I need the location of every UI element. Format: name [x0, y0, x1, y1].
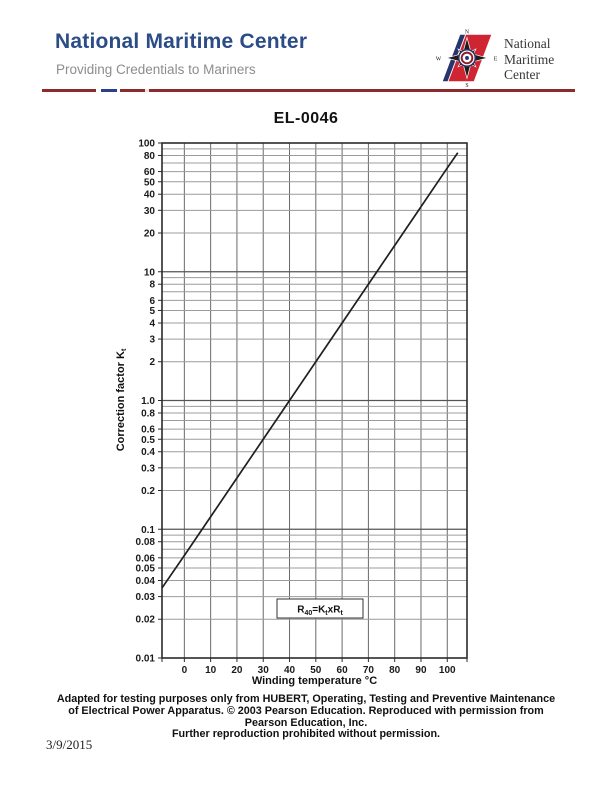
y-tick-label: 0.3: [141, 463, 155, 474]
compass-s-label: S: [465, 83, 468, 88]
y-tick-label: 40: [144, 190, 156, 201]
rule-gap: [117, 89, 120, 92]
y-axis-title: Correction factor Kt: [115, 348, 128, 451]
y-tick-label: 0.2: [141, 486, 155, 497]
logo-line-2: Maritime: [504, 51, 555, 67]
y-tick-label: 80: [144, 151, 156, 162]
y-tick-label: 0.5: [141, 435, 155, 446]
compass-rose-icon: N E S W: [436, 29, 498, 88]
logo-line-3: Center: [504, 67, 540, 82]
y-tick-label: 6: [149, 296, 155, 307]
y-tick-label: 4: [149, 318, 155, 329]
uscg-seal-center: [465, 56, 469, 60]
y-tick-label: 50: [144, 177, 156, 188]
header-subtitle: Providing Credentials to Mariners: [56, 62, 256, 77]
x-axis: 0 10 20 30 40 50 60 70 80 90 100: [161, 658, 468, 676]
correction-factor-chart: 0 10 20 30 40 50 60 70 80 90 100100806050403020108…: [115, 139, 468, 687]
compass-w-label: W: [436, 56, 442, 62]
y-tick-label: 60: [144, 167, 156, 178]
kt-data-line: [161, 152, 459, 589]
x-tick-label: 30: [258, 665, 270, 676]
x-tick-label: 60: [337, 665, 349, 676]
y-tick-label: 0.02: [136, 615, 156, 626]
x-tick-label: 50: [310, 665, 322, 676]
y-tick-label: 1.0: [141, 396, 155, 407]
y-tick-label: 0.05: [136, 564, 156, 575]
logo-wordmark: National Maritime Center: [504, 36, 554, 83]
header-rule: [42, 89, 575, 92]
y-tick-label: 0.01: [136, 654, 156, 665]
y-tick-label: 2: [149, 357, 155, 368]
grid-lines: [162, 143, 467, 658]
compass-e-label: E: [494, 56, 498, 62]
y-tick-label: 0.08: [136, 537, 156, 548]
y-tick-label: 3: [149, 335, 155, 346]
rule-gap: [145, 89, 149, 92]
formula-text: R40=KtxRt: [297, 605, 343, 618]
x-tick-label: 0: [182, 665, 188, 676]
formula-annotation: R40=KtxRt: [276, 598, 364, 619]
footer-line-2: of Electrical Power Apparatus. © 2003 Pe…: [68, 704, 544, 717]
footer-line-1: Adapted for testing purposes only from H…: [56, 693, 556, 705]
y-tick-label: 0.06: [136, 553, 156, 564]
rule-blue-dash: [101, 89, 117, 92]
header-title: National Maritime Center: [55, 30, 308, 53]
footer-line-4: Further reproduction prohibited without …: [171, 728, 441, 741]
x-tick-label: 40: [284, 665, 296, 676]
rule-gap: [96, 89, 101, 92]
x-tick-label: 70: [363, 665, 375, 676]
footer-line-3: Pearson Education, Inc.: [244, 716, 368, 729]
logo-line-1: National: [504, 36, 551, 51]
x-tick-label: 10: [205, 665, 217, 676]
x-tick-label: 100: [439, 665, 456, 676]
y-tick-label: 0.8: [141, 408, 155, 419]
y-tick-label: 0.6: [141, 425, 155, 436]
chart-title: EL-0046: [273, 110, 339, 127]
footer-attribution: Adapted for testing purposes only from H…: [0, 693, 612, 741]
x-tick-label: 20: [231, 665, 243, 676]
y-tick-label: 0.4: [141, 447, 155, 458]
y-tick-label: 0.03: [136, 592, 156, 603]
y-tick-label: 5: [149, 306, 155, 317]
y-tick-label: 0.04: [136, 576, 156, 587]
y-tick-label: 10: [144, 267, 156, 278]
y-tick-label: 0.1: [141, 525, 155, 536]
y-tick-label: 30: [144, 206, 156, 217]
x-tick-label: 90: [415, 665, 427, 676]
compass-n-label: N: [465, 29, 470, 35]
y-tick-label: 100: [138, 139, 155, 150]
date-stamp: 3/9/2015: [46, 737, 93, 752]
y-tick-label: 8: [149, 280, 155, 291]
y-tick-label: 20: [144, 228, 156, 239]
x-tick-label: 80: [389, 665, 401, 676]
x-axis-title: Winding temperature °C: [252, 675, 377, 687]
